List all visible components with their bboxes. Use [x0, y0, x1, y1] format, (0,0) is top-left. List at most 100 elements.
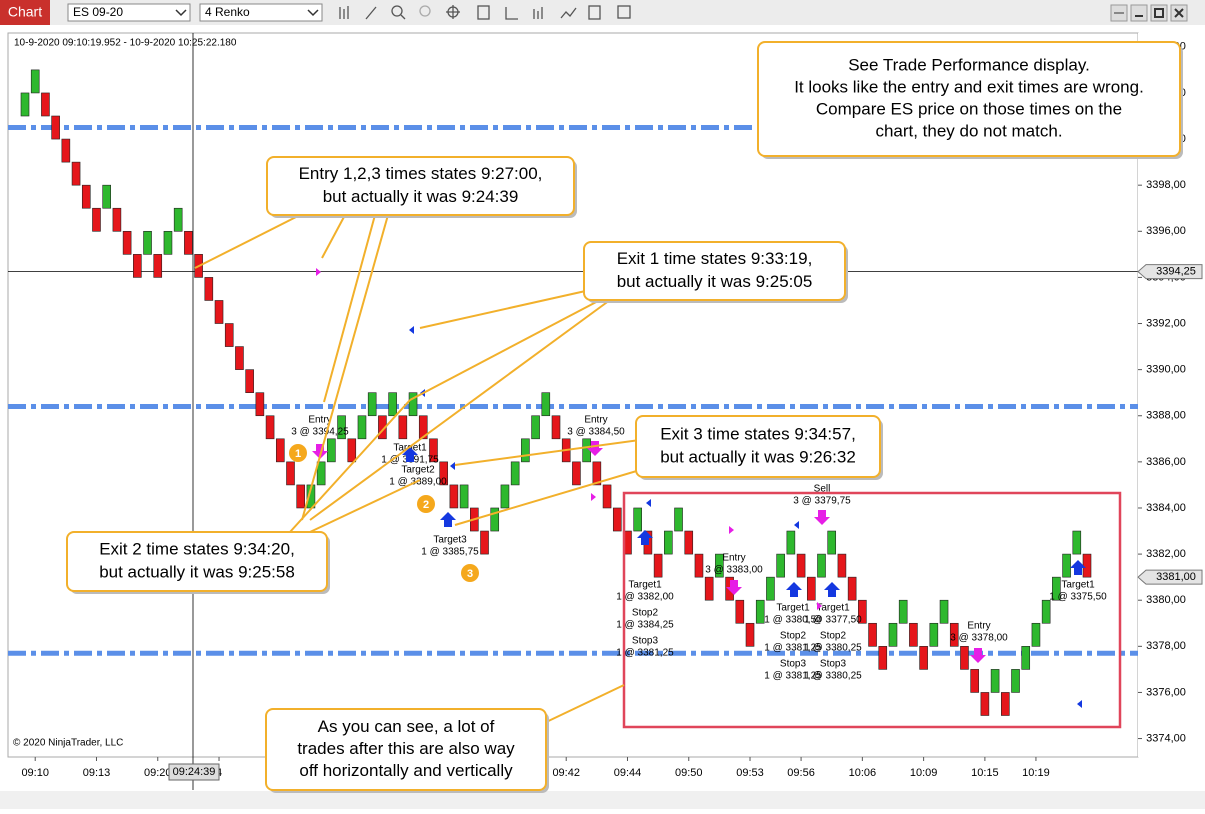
brick [521, 438, 530, 463]
brick [102, 184, 111, 209]
trade-fill: 3 @ 3384,50 [567, 427, 625, 438]
brick [531, 415, 540, 440]
brick [20, 92, 30, 117]
brick [1031, 622, 1041, 647]
brick [796, 553, 806, 578]
price-marker [1137, 569, 1203, 585]
callout-text: off horizontally and vertically [299, 761, 513, 780]
y-tick-label: 3398,00 [1146, 179, 1186, 191]
brick [541, 392, 551, 417]
y-tick-label: 3396,00 [1146, 225, 1186, 237]
callout-text: but actually it was 9:25:58 [99, 562, 295, 581]
brick [1052, 576, 1061, 601]
brick [612, 507, 622, 532]
trade-name: Target1 [776, 603, 810, 614]
trade-name: Target1 [628, 580, 662, 591]
callout-text: It looks like the entry and exit times a… [794, 77, 1144, 96]
y-tick-label: 3380,00 [1146, 594, 1186, 606]
brick [990, 669, 1000, 693]
callout-box [583, 241, 846, 301]
trade-fill: 1 @ 3382,00 [616, 592, 674, 603]
brick [847, 576, 857, 601]
brick [112, 207, 122, 232]
trade-name: Stop2 [632, 608, 659, 619]
brick [837, 553, 847, 578]
callout-pointer [194, 214, 301, 269]
highlight-box [622, 491, 1122, 729]
y-tick-label: 3382,00 [1146, 548, 1186, 560]
brick [173, 207, 183, 232]
trade-fill: 1 @ 3384,25 [616, 620, 674, 631]
brick [92, 207, 101, 232]
callout-text: Exit 2 time states 9:34:20, [99, 539, 295, 558]
y-tick-label: 3378,00 [1146, 640, 1186, 652]
trade-name: Target2 [401, 465, 435, 476]
trade-name: Stop3 [780, 659, 807, 670]
trade-fill: 3 @ 3378,00 [950, 633, 1008, 644]
x-tick-label: 09:50 [675, 767, 703, 779]
price-marker [1137, 264, 1203, 280]
instrument-select[interactable] [67, 3, 191, 22]
tab[interactable] [0, 0, 50, 25]
step-marker [461, 564, 479, 582]
brick [398, 415, 408, 440]
trade-fill: 1 @ 3389,00 [389, 477, 447, 488]
brick [449, 484, 459, 509]
brick [1041, 599, 1051, 624]
callout-text: but actually it was 9:25:05 [617, 272, 813, 291]
y-tick-label: 3384,00 [1146, 502, 1186, 514]
brick [776, 553, 785, 578]
brick [1072, 530, 1082, 555]
trade-arrows [312, 268, 1086, 708]
y-tick-label: 3386,00 [1146, 456, 1186, 468]
brick [133, 254, 142, 278]
brick [357, 415, 367, 440]
trade-name: Stop3 [632, 636, 659, 647]
brick [327, 438, 336, 463]
y-tick-label: 3392,00 [1146, 317, 1186, 329]
brick [245, 369, 254, 393]
brick [316, 461, 326, 486]
brick [878, 646, 888, 670]
brick [51, 115, 60, 140]
callout-pointer [321, 214, 346, 259]
brick [909, 622, 918, 647]
x-tick-label: 09:42 [552, 767, 580, 779]
step-marker-label: 3 [467, 568, 473, 580]
trade-fill: 1 @ 3380,25 [804, 671, 862, 682]
toolbar-icons[interactable] [339, 5, 631, 20]
trade-name: Target1 [1061, 580, 1095, 591]
trade-fill: 1 @ 3385,75 [421, 547, 479, 558]
brick [817, 553, 826, 578]
trade-fill: 3 @ 3394,25 [291, 427, 349, 438]
brick [949, 622, 959, 647]
callout-text: but actually it was 9:26:32 [660, 447, 856, 466]
callout-pointer [539, 684, 625, 726]
callout-text: See Trade Performance display. [848, 55, 1090, 74]
trade-name: Stop2 [780, 631, 807, 642]
trade-fill: 1 @ 3380,50 [764, 615, 822, 626]
scrollbar[interactable] [0, 791, 1205, 809]
trade-fill: 1 @ 3381,25 [764, 643, 822, 654]
window-buttons[interactable] [1110, 4, 1188, 22]
trade-name: Entry [722, 553, 745, 564]
brick [61, 138, 71, 163]
brick [980, 692, 990, 716]
brick [786, 530, 796, 555]
brick [919, 646, 928, 670]
callout-text: trades after this are also way [297, 739, 515, 758]
tab-label: Chart [8, 4, 42, 20]
brick [367, 392, 377, 417]
brick [755, 599, 765, 624]
trade-name: Target1 [816, 603, 850, 614]
brick [684, 530, 694, 555]
brick [122, 230, 132, 255]
trade-fill: 1 @ 3380,25 [804, 643, 862, 654]
crosshair-time: 09:24:39 [173, 766, 216, 778]
callout-pointer [309, 479, 421, 533]
brick [888, 622, 898, 647]
brick [633, 507, 642, 532]
period-select[interactable] [199, 3, 323, 22]
brick [929, 622, 939, 647]
x-tick-label: 10:15 [971, 767, 999, 779]
